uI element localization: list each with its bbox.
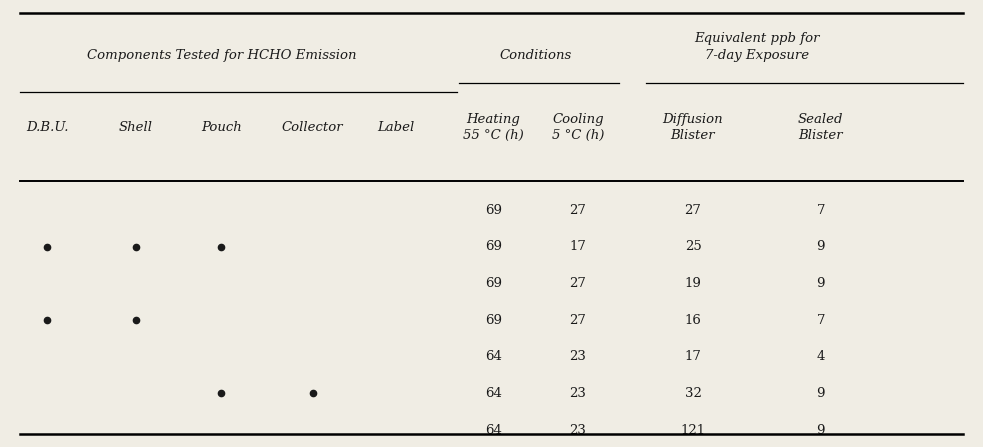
Text: Conditions: Conditions [499, 49, 572, 63]
Text: 17: 17 [684, 350, 702, 363]
Text: Shell: Shell [119, 121, 152, 134]
Text: Collector: Collector [282, 121, 343, 134]
Text: Components Tested for HCHO Emission: Components Tested for HCHO Emission [87, 49, 357, 63]
Text: 64: 64 [485, 387, 502, 400]
Text: 69: 69 [485, 313, 502, 327]
Text: 9: 9 [817, 387, 825, 400]
Text: 32: 32 [684, 387, 702, 400]
Text: 27: 27 [569, 313, 587, 327]
Text: Label: Label [377, 121, 415, 134]
Text: 17: 17 [569, 240, 587, 253]
Text: 27: 27 [569, 203, 587, 217]
Text: 64: 64 [485, 423, 502, 437]
Text: 121: 121 [680, 423, 706, 437]
Text: 69: 69 [485, 240, 502, 253]
Text: Heating
55 °C (h): Heating 55 °C (h) [463, 113, 524, 142]
Text: D.B.U.: D.B.U. [26, 121, 69, 134]
Text: 27: 27 [684, 203, 702, 217]
Text: 9: 9 [817, 277, 825, 290]
Text: 69: 69 [485, 277, 502, 290]
Text: 4: 4 [817, 350, 825, 363]
Text: 16: 16 [684, 313, 702, 327]
Text: 25: 25 [684, 240, 702, 253]
Text: Pouch: Pouch [201, 121, 242, 134]
Text: 64: 64 [485, 350, 502, 363]
Text: 27: 27 [569, 277, 587, 290]
Text: Sealed
Blister: Sealed Blister [798, 113, 843, 142]
Text: 9: 9 [817, 423, 825, 437]
Text: 23: 23 [569, 350, 587, 363]
Text: Diffusion
Blister: Diffusion Blister [663, 113, 723, 142]
Text: 9: 9 [817, 240, 825, 253]
Text: Cooling
5 °C (h): Cooling 5 °C (h) [551, 113, 605, 142]
Text: 23: 23 [569, 387, 587, 400]
Text: 7: 7 [817, 203, 825, 217]
Text: 7: 7 [817, 313, 825, 327]
Text: 23: 23 [569, 423, 587, 437]
Text: 69: 69 [485, 203, 502, 217]
Text: Equivalent ppb for
7-day Exposure: Equivalent ppb for 7-day Exposure [694, 32, 820, 62]
Text: 19: 19 [684, 277, 702, 290]
